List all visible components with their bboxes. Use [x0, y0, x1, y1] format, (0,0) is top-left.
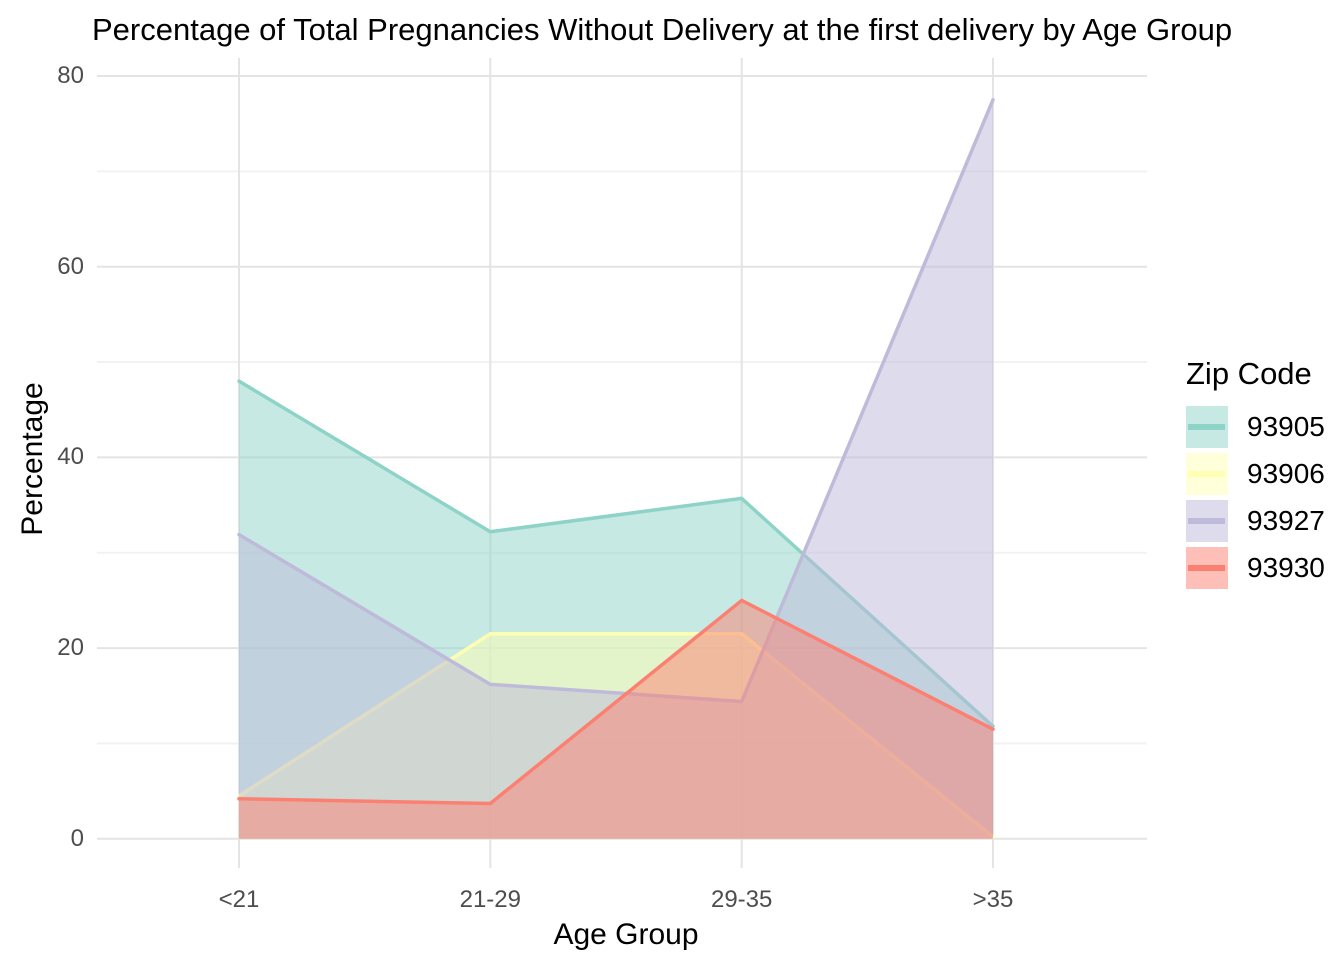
legend-label: 93930: [1247, 552, 1325, 583]
line-93930: [237, 598, 995, 806]
x-tick-label: >35: [972, 886, 1014, 913]
y-tick-label: 40: [57, 443, 84, 471]
y-tick-label: 20: [57, 634, 84, 662]
legend-swatch: [1186, 500, 1228, 542]
x-tick-label: 21-29: [459, 886, 521, 913]
legend-swatch: [1186, 453, 1228, 495]
legend: Zip Code 93905 93906 93927 93930: [1186, 356, 1325, 594]
legend-items: 93905 93906 93927 93930: [1186, 406, 1325, 589]
y-axis-title: Percentage: [16, 382, 49, 536]
legend-label: 93906: [1247, 458, 1325, 489]
y-tick-label: 0: [70, 824, 84, 852]
legend-item-93930: 93930: [1186, 547, 1325, 589]
legend-swatch-line: [1188, 424, 1225, 430]
legend-swatch-line: [1188, 565, 1225, 571]
legend-label: 93905: [1247, 411, 1325, 442]
legend-item-93927: 93927: [1186, 500, 1325, 542]
legend-swatch-line: [1188, 518, 1225, 524]
legend-item-93906: 93906: [1186, 453, 1325, 495]
line-93927: [237, 98, 995, 704]
legend-item-93905: 93905: [1186, 406, 1325, 448]
legend-swatch: [1186, 406, 1228, 448]
chart-title: Percentage of Total Pregnancies Without …: [92, 12, 1233, 47]
x-tick-label: 29-35: [710, 886, 773, 913]
y-tick-label: 60: [57, 252, 84, 280]
y-tick-label: 80: [57, 62, 84, 89]
area-93930: [239, 600, 993, 839]
legend-label: 93927: [1247, 505, 1325, 536]
legend-swatch: [1186, 547, 1228, 589]
legend-title: Zip Code: [1186, 356, 1312, 391]
x-axis-title: Age Group: [553, 918, 699, 951]
x-tick-label: <21: [218, 886, 260, 913]
legend-swatch-line: [1188, 471, 1225, 477]
